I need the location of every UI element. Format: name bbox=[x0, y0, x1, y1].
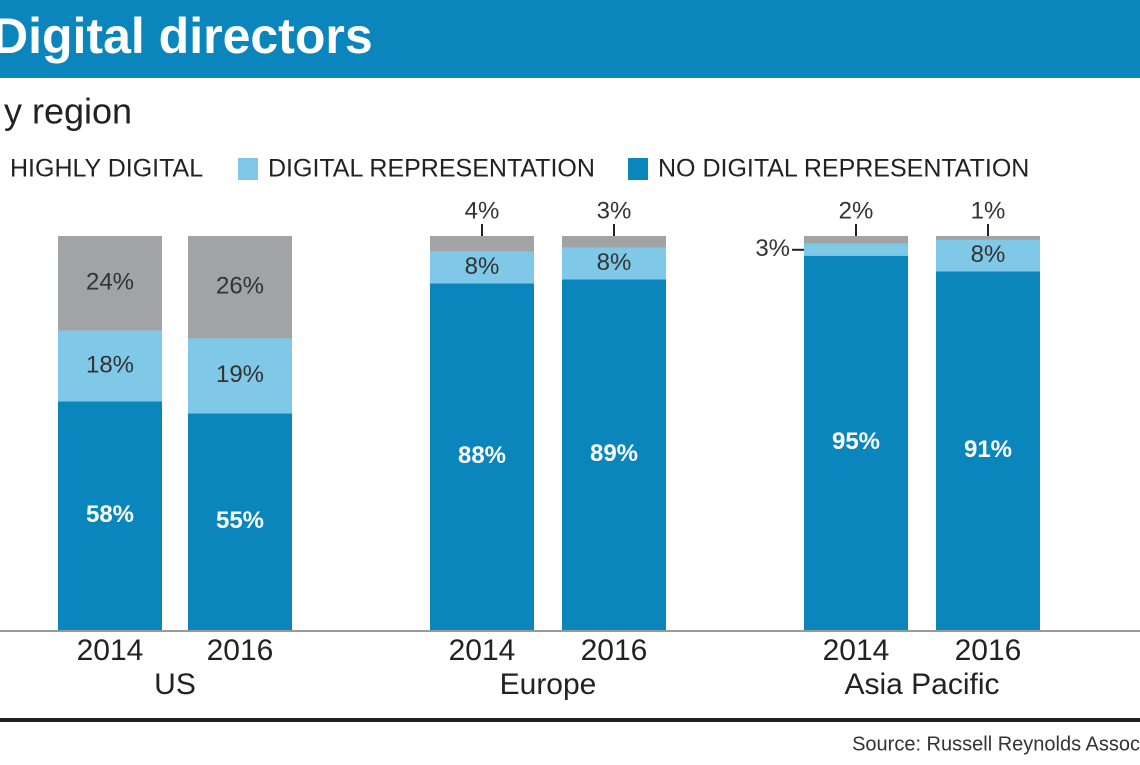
value-label: 8% bbox=[971, 241, 1006, 268]
value-label: 4% bbox=[465, 197, 500, 224]
value-label: 24% bbox=[86, 269, 134, 296]
group-label: Europe bbox=[500, 668, 597, 701]
bar-segment bbox=[430, 283, 534, 630]
legend-swatch bbox=[238, 158, 258, 180]
value-label: 88% bbox=[458, 442, 506, 469]
legend-label: HIGHLY DIGITAL bbox=[10, 155, 203, 183]
value-label: 55% bbox=[216, 507, 264, 534]
bar-segment bbox=[58, 236, 162, 331]
bar-segment bbox=[188, 338, 292, 414]
bar-segment bbox=[188, 413, 292, 630]
value-label: 89% bbox=[590, 440, 638, 467]
chart-subtitle: y region bbox=[4, 91, 132, 132]
bar-segment bbox=[936, 239, 1040, 272]
bar-segment bbox=[562, 236, 666, 248]
value-label: 58% bbox=[86, 501, 134, 528]
value-label: 1% bbox=[971, 197, 1006, 224]
title-band bbox=[0, 0, 1140, 78]
value-label: 3% bbox=[755, 235, 790, 262]
value-label: 91% bbox=[964, 436, 1012, 463]
bar-segment bbox=[936, 271, 1040, 630]
value-label: 95% bbox=[832, 428, 880, 455]
group-label: US bbox=[154, 668, 196, 701]
value-label: 18% bbox=[86, 351, 134, 378]
x-tick-label: 2016 bbox=[581, 634, 648, 667]
bar-segment bbox=[562, 279, 666, 630]
value-label: 2% bbox=[839, 197, 874, 224]
bar-segment bbox=[804, 255, 908, 630]
bar-segment bbox=[562, 247, 666, 280]
bar-segment bbox=[58, 330, 162, 402]
x-tick-label: 2016 bbox=[955, 634, 1022, 667]
value-label: 3% bbox=[597, 197, 632, 224]
bar-segment bbox=[58, 401, 162, 630]
x-tick-label: 2016 bbox=[207, 634, 274, 667]
value-label: 8% bbox=[465, 253, 500, 280]
bar-segment bbox=[936, 236, 1040, 240]
chart-title: Digital directors bbox=[0, 8, 373, 64]
value-label: 8% bbox=[597, 249, 632, 276]
group-label: Asia Pacific bbox=[844, 668, 999, 701]
bar-segment bbox=[430, 251, 534, 284]
bar-segment bbox=[804, 243, 908, 256]
legend-swatch bbox=[628, 158, 648, 180]
legend-label: NO DIGITAL REPRESENTATION bbox=[658, 155, 1029, 183]
x-tick-label: 2014 bbox=[823, 634, 890, 667]
x-tick-label: 2014 bbox=[449, 634, 516, 667]
source: Source: Russell Reynolds Assoc bbox=[852, 733, 1140, 755]
legend-label: DIGITAL REPRESENTATION bbox=[268, 155, 595, 183]
value-label: 19% bbox=[216, 361, 264, 388]
bar-segment bbox=[430, 236, 534, 252]
bar-segment bbox=[188, 236, 292, 339]
value-label: 26% bbox=[216, 273, 264, 300]
bar-segment bbox=[804, 236, 908, 244]
x-tick-label: 2014 bbox=[77, 634, 144, 667]
